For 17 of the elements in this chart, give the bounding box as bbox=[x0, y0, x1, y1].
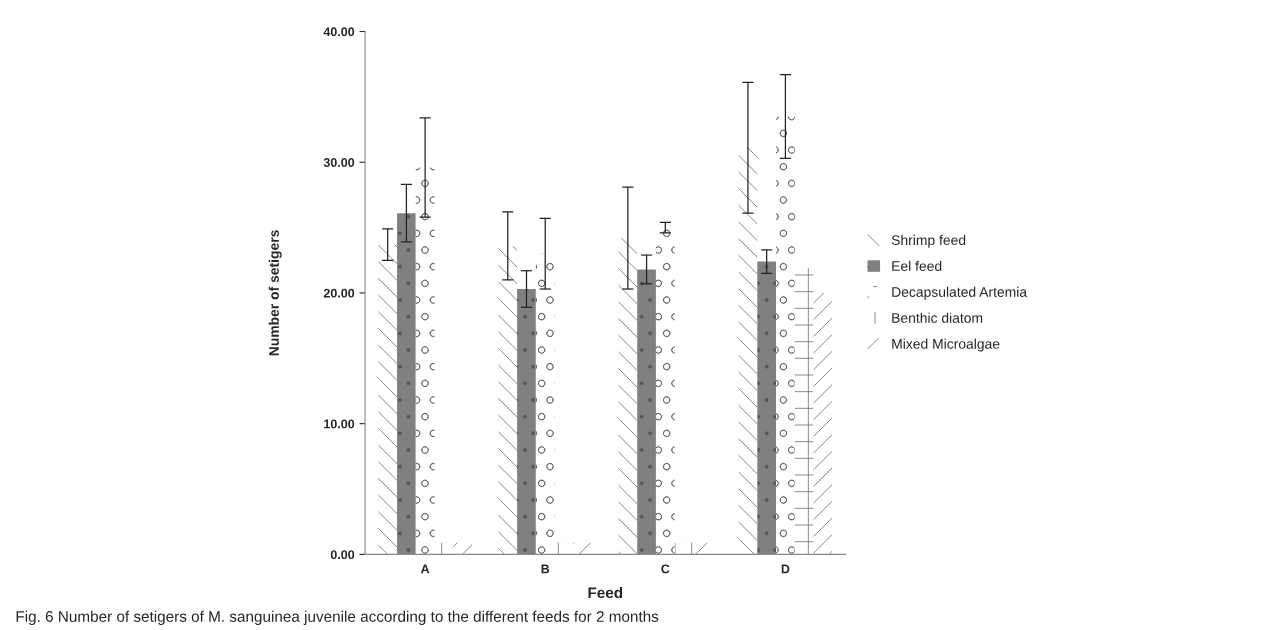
x-tick-label: A bbox=[420, 564, 430, 574]
y-tick-label: 20.00 bbox=[323, 288, 355, 298]
legend-label: Eel feed bbox=[892, 260, 942, 271]
x-tick-label: C bbox=[661, 564, 670, 574]
caption: Fig. 6 Number of setigers of M. sanguinea juvenile according to the different feeds for 2 months bbox=[16, 610, 659, 625]
y-tick-label: 30.00 bbox=[323, 158, 355, 167]
x-tick-label: D bbox=[781, 564, 790, 574]
legend-label: Shrimp feed bbox=[891, 234, 966, 248]
legend-label: Mixed Microalgae bbox=[892, 338, 1000, 352]
y-tick-label: 0.00 bbox=[330, 550, 355, 560]
y-axis-title: Number of setigers bbox=[268, 230, 282, 356]
x-tick-label: B bbox=[541, 564, 550, 574]
legend-label: Benthic diatom bbox=[892, 312, 983, 323]
x-axis-title: Feed bbox=[588, 586, 623, 599]
y-tick-label: 10.00 bbox=[324, 419, 355, 429]
legend-label: Decapsulated Artemia bbox=[892, 286, 1028, 300]
y-tick-label: 40.00 bbox=[323, 27, 355, 37]
